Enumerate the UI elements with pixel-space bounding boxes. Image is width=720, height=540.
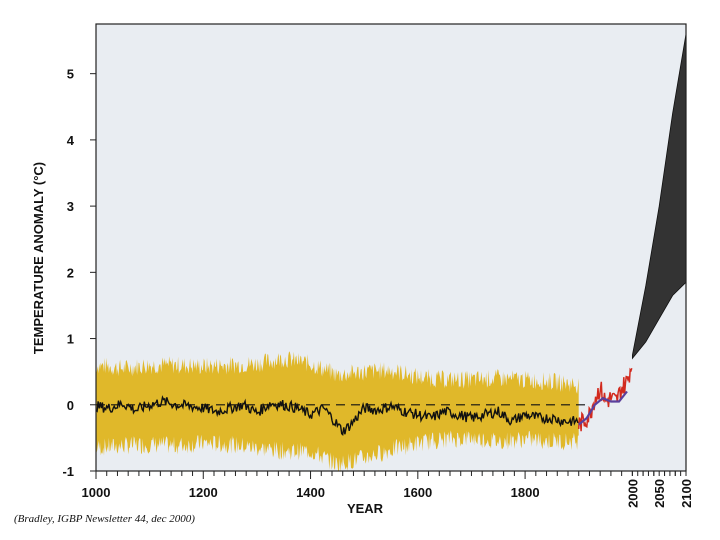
y-tick-label-3: 2 bbox=[67, 265, 74, 280]
y-tick-label-2: 1 bbox=[67, 332, 74, 347]
x-tick-label-rotated-0: 2000 bbox=[625, 479, 640, 508]
reconstruction-line bbox=[95, 395, 579, 436]
y-tick-label-4: 3 bbox=[67, 199, 74, 214]
x-tick-label-0: 1000 bbox=[82, 485, 111, 500]
y-tick-label-0: -1 bbox=[62, 464, 74, 479]
x-tick-label-rotated-1: 2050 bbox=[652, 479, 667, 508]
y-tick-label-6: 5 bbox=[67, 67, 74, 82]
uncertainty-band bbox=[96, 351, 579, 473]
instrumental-smoothed-line bbox=[578, 390, 628, 426]
x-tick-label-3: 1600 bbox=[403, 485, 432, 500]
x-tick-label-2: 1400 bbox=[296, 485, 325, 500]
x-tick-label-4: 1800 bbox=[511, 485, 540, 500]
source-caption: (Bradley, IGBP Newsletter 44, dec 2000) bbox=[14, 513, 195, 525]
y-tick-label-5: 4 bbox=[67, 133, 75, 148]
ticks-layer: -1 0 1 2 3 4 5 1000 1200 1400 1600 1800 2000 2050 2100 bbox=[62, 67, 694, 508]
y-axis-title: TEMPERATURE ANOMALY (°C) bbox=[31, 162, 46, 354]
x-tick-label-1: 1200 bbox=[189, 485, 218, 500]
plot-frame bbox=[95, 23, 687, 472]
x-axis-title: YEAR bbox=[347, 501, 384, 516]
x-tick-label-rotated-2: 2100 bbox=[679, 479, 694, 508]
y-tick-label-1: 0 bbox=[67, 398, 74, 413]
